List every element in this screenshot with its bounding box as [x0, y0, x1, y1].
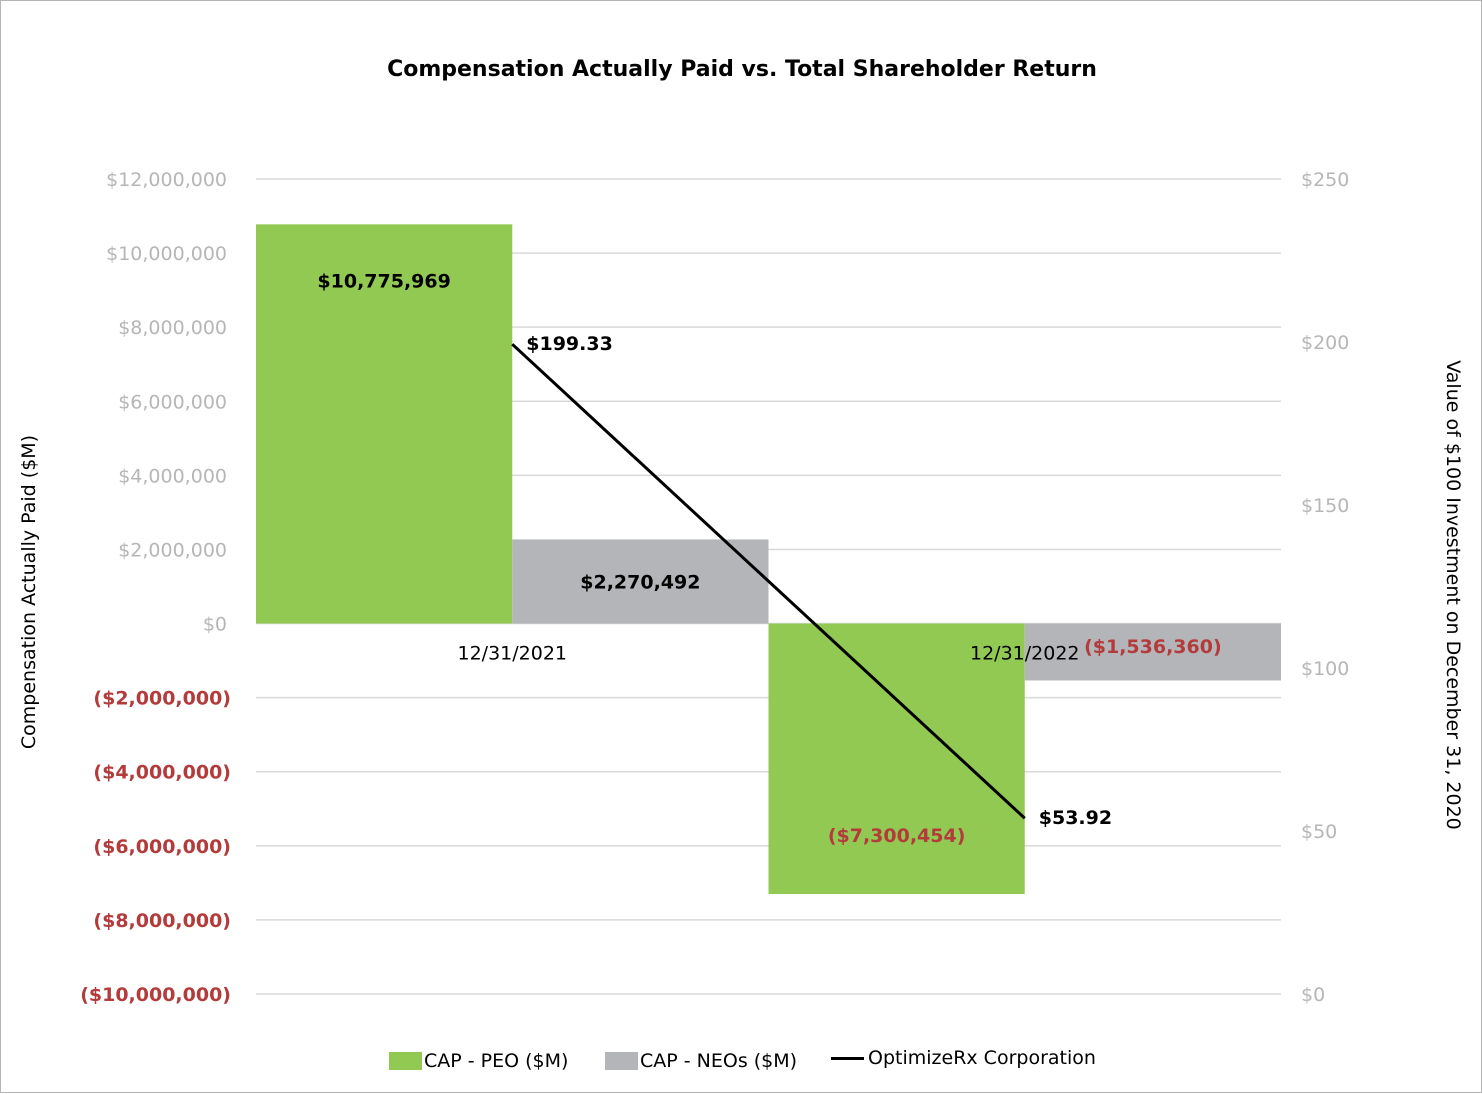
x-category-label: 12/31/2021 — [457, 643, 567, 665]
tsr-line — [511, 343, 1026, 820]
bar-data-label: $10,775,969 — [317, 270, 450, 292]
legend-swatch-cap-neos — [605, 1052, 638, 1070]
y-tick-label-right: $100 — [1301, 658, 1349, 680]
y-tick-label-right: $0 — [1301, 984, 1325, 1006]
bar-cap-neos — [1024, 623, 1281, 681]
y-tick-label-left: $4,000,000 — [118, 465, 227, 487]
y-tick-label-left: ($6,000,000) — [93, 836, 231, 858]
legend-item-cap-peo: CAP - PEO ($M) — [389, 1047, 568, 1075]
legend-label-cap-peo: CAP - PEO ($M) — [424, 1050, 569, 1072]
y-tick-label-left: $12,000,000 — [106, 169, 227, 191]
y-axis-label-left: Compensation Actually Paid ($M) — [18, 434, 40, 750]
bar-data-label: ($1,536,360) — [1084, 636, 1222, 658]
y-tick-label-right: $150 — [1301, 495, 1349, 517]
y-tick-label-left: $0 — [203, 614, 227, 636]
legend-label-cap-neos: CAP - NEOs ($M) — [640, 1050, 798, 1072]
bar-cap-neos — [512, 539, 769, 624]
chart-title: Compensation Actually Paid vs. Total Sha… — [387, 57, 1097, 82]
legend-item-cap-neos: CAP - NEOs ($M) — [605, 1047, 797, 1075]
bar-data-label: ($7,300,454) — [828, 825, 966, 847]
line-data-label: $53.92 — [1039, 807, 1112, 829]
bar-cap-peo — [768, 623, 1025, 894]
y-tick-label-left: $10,000,000 — [106, 243, 227, 265]
y-tick-label-left: ($2,000,000) — [93, 688, 231, 710]
y-tick-label-right: $250 — [1301, 169, 1349, 191]
legend-swatch-optimizerx — [831, 1056, 864, 1060]
y-tick-label-right: $200 — [1301, 332, 1349, 354]
legend-label-optimizerx: OptimizeRx Corporation — [868, 1047, 1096, 1069]
y-axis-label-right: Value of $100 Investment on December 31,… — [1442, 360, 1464, 830]
line-data-label: $199.33 — [526, 333, 613, 355]
y-tick-label-left: ($4,000,000) — [93, 762, 231, 784]
bar-cap-peo — [256, 224, 513, 624]
y-tick-label-left: $8,000,000 — [118, 317, 227, 339]
y-tick-label-left: ($10,000,000) — [80, 984, 231, 1006]
y-tick-label-left: ($8,000,000) — [93, 910, 231, 932]
x-category-label: 12/31/2022 — [970, 643, 1080, 665]
legend-item-optimizerx: OptimizeRx Corporation — [831, 1044, 1096, 1072]
y-tick-label-left: $6,000,000 — [118, 391, 227, 413]
y-tick-label-left: $2,000,000 — [118, 539, 227, 561]
bar-data-label: $2,270,492 — [580, 571, 700, 593]
legend-swatch-cap-peo — [389, 1052, 422, 1070]
y-tick-label-right: $50 — [1301, 821, 1337, 843]
legend: CAP - PEO ($M) CAP - NEOs ($M) OptimizeR… — [1, 1047, 1482, 1075]
